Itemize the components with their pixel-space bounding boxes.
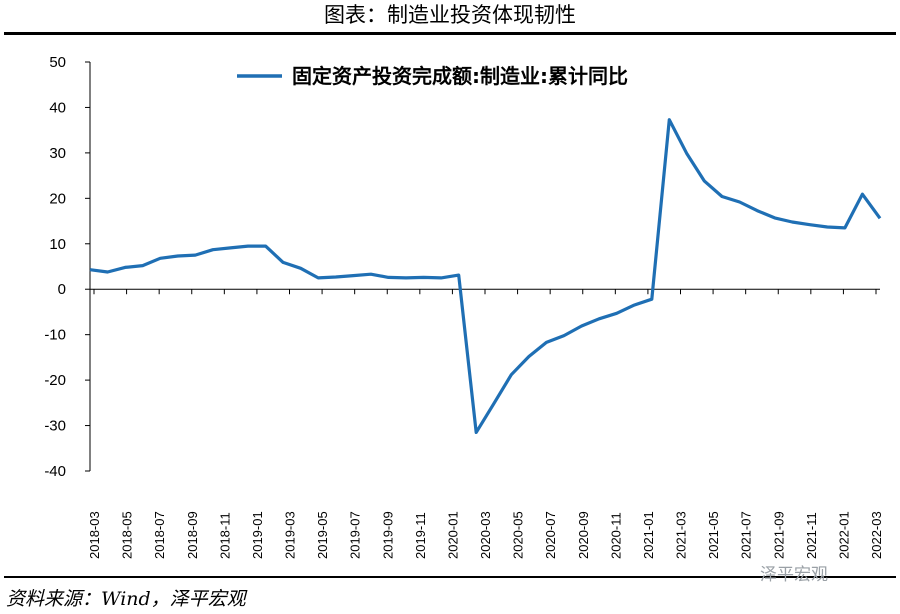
y-tick-label: 40 (49, 99, 66, 116)
x-tick-label: 2022-01 (836, 511, 851, 559)
source-note: 资料来源：Wind，泽平宏观 (6, 588, 246, 610)
y-tick-label: -10 (44, 327, 66, 344)
series (89, 118, 882, 434)
axes (89, 62, 880, 471)
x-tick-label: 2021-03 (674, 511, 689, 559)
y-tick-label: 0 (58, 281, 66, 298)
x-tick-label: 2020-11 (608, 512, 623, 559)
x-tick-label: 2019-09 (380, 511, 395, 559)
x-tick-label: 2022-03 (869, 511, 884, 559)
x-tick-label: 2020-05 (511, 511, 526, 559)
legend: 固定资产投资完成额:制造业:累计同比 (237, 64, 628, 88)
x-tick-label: 2018-07 (152, 511, 167, 559)
y-tick-label: -20 (44, 372, 66, 389)
x-tick-label: 2018-03 (87, 511, 102, 559)
y-tick-labels: 50 40 30 20 10 0 -10 -20 -30 -40 (44, 54, 90, 480)
x-tick-label: 2021-09 (771, 511, 786, 559)
x-tick-labels: 2018-03 2018-05 2018-07 2018-09 2018-11 2019-… (87, 289, 884, 559)
x-tick-label: 2019-11 (413, 512, 428, 559)
x-tick-label: 2020-01 (445, 511, 460, 559)
y-tick-label: -40 (44, 463, 66, 480)
x-tick-label: 2020-03 (478, 511, 493, 559)
x-tick-label: 2018-05 (120, 511, 135, 559)
x-tick-label: 2021-05 (706, 511, 721, 559)
x-tick-label: 2021-11 (804, 512, 819, 559)
x-tick-label: 2018-11 (217, 512, 232, 559)
watermark: 泽平宏观 (760, 565, 828, 585)
y-tick-label: 30 (49, 145, 66, 162)
x-tick-label: 2020-09 (576, 511, 591, 559)
x-tick-label: 2018-09 (185, 511, 200, 559)
y-tick-label: 10 (49, 236, 66, 253)
figure-title: 图表：制造业投资体现韧性 (324, 3, 576, 27)
legend-label: 固定资产投资完成额:制造业:累计同比 (292, 64, 628, 88)
x-tick-label: 2019-03 (283, 511, 298, 559)
y-tick-label: 20 (49, 190, 66, 207)
series-line (89, 118, 882, 434)
x-tick-label: 2021-07 (739, 511, 754, 559)
top-rule (4, 32, 896, 35)
y-tick-label: 50 (49, 54, 66, 71)
x-tick-label: 2021-01 (641, 511, 656, 559)
bottom-rule (4, 576, 896, 578)
x-tick-label: 2019-01 (250, 511, 265, 559)
x-tick-label: 2020-07 (543, 511, 558, 559)
x-tick-label: 2019-07 (348, 511, 363, 559)
y-tick-label: -30 (44, 418, 66, 435)
x-tick-label: 2019-05 (315, 511, 330, 559)
